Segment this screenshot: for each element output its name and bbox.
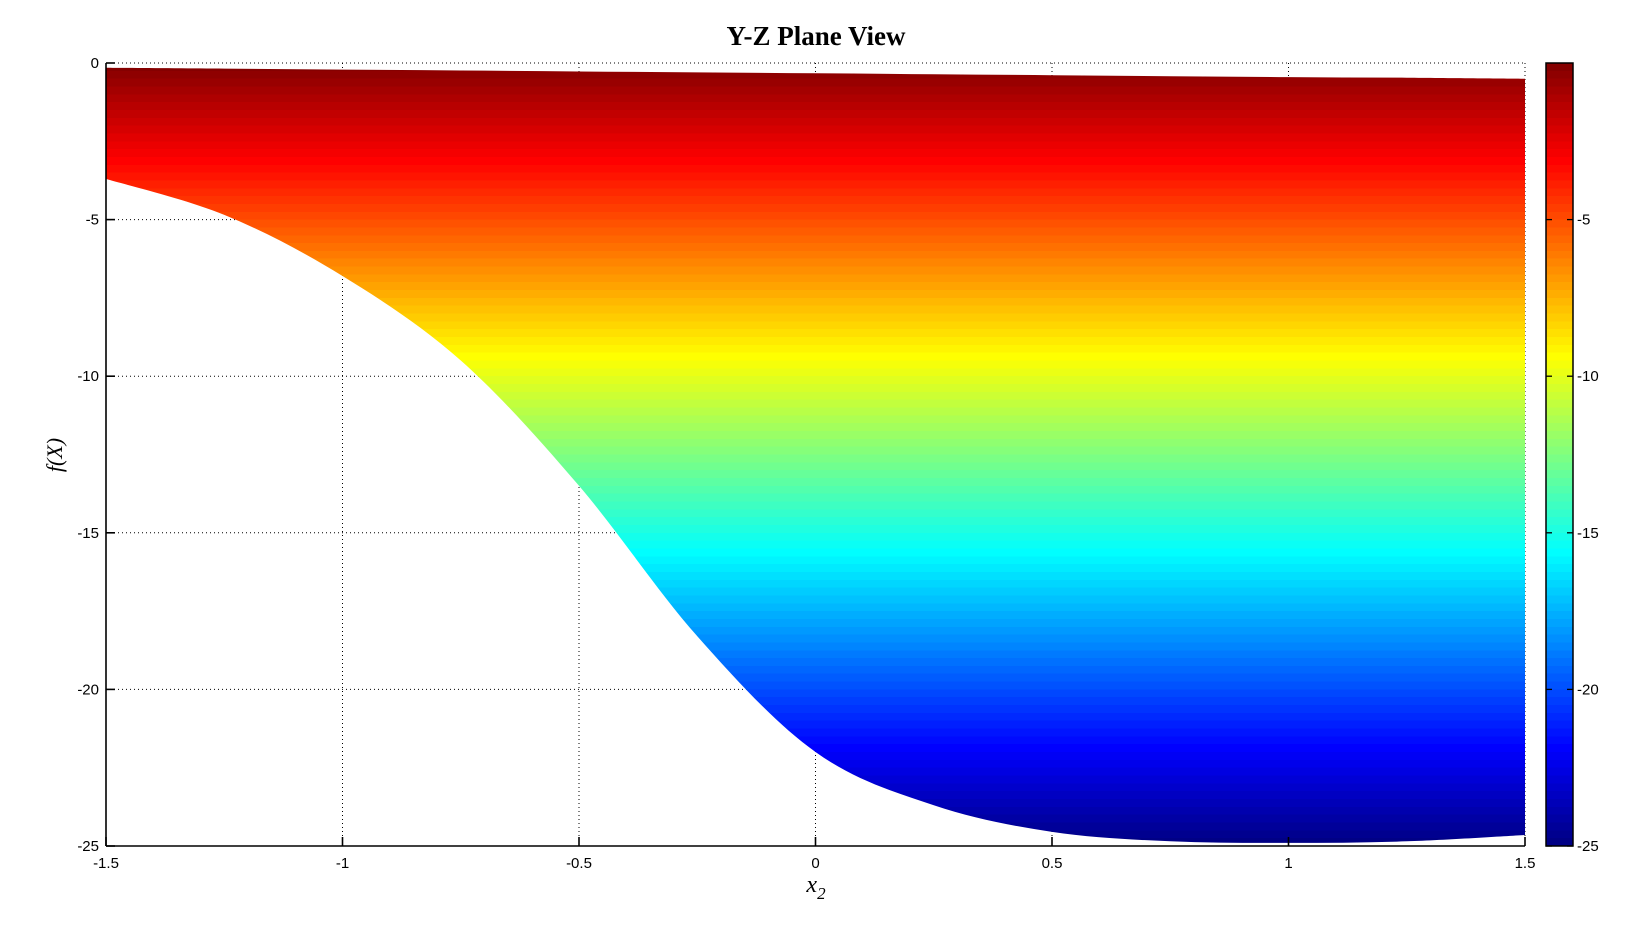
x-tick-label: 0.5 xyxy=(1042,855,1063,872)
axes xyxy=(105,62,1526,847)
y-tick-label: 0 xyxy=(91,55,99,72)
chart-title: Y-Z Plane View xyxy=(726,21,906,51)
y-tick-label: -15 xyxy=(77,525,99,542)
colorbar xyxy=(1545,62,1574,847)
y-axis-label: f(X) xyxy=(42,437,67,473)
filled-region xyxy=(106,67,1525,843)
colorbar-tick-label: -20 xyxy=(1577,681,1599,698)
x-tick-label: 1 xyxy=(1284,855,1292,872)
x-tick-label: -0.5 xyxy=(566,855,592,872)
x-axis-label-base: x xyxy=(806,872,818,898)
x-tick-label: -1 xyxy=(336,855,349,872)
y-tick-label: -25 xyxy=(77,838,99,855)
x-tick-label: 1.5 xyxy=(1515,855,1536,872)
x-axis-label: x2 xyxy=(806,872,825,904)
x-tick-label: 0 xyxy=(811,855,819,872)
colorbar-tick-label: -15 xyxy=(1577,525,1599,542)
x-axis-label-subscript: 2 xyxy=(817,884,826,903)
colorbar-tick-label: -10 xyxy=(1577,368,1599,385)
colorbar-tick-label: -25 xyxy=(1577,838,1599,855)
y-tick-label: -10 xyxy=(77,368,99,385)
colorbar-tick-label: -5 xyxy=(1577,212,1590,229)
x-tick-label: -1.5 xyxy=(93,855,119,872)
colorbar-ticks xyxy=(1546,218,1573,847)
y-tick-label: -20 xyxy=(77,681,99,698)
y-tick-label: -5 xyxy=(86,212,99,229)
